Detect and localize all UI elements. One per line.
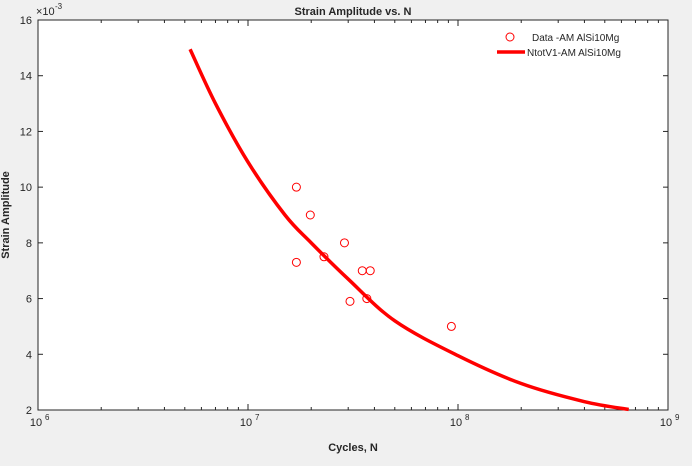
x-tick-label-base: 10 [450, 417, 462, 429]
data-point[interactable] [365, 266, 375, 276]
y-multiplier-base: ×10 [36, 6, 55, 18]
y-axis: 2 4 6 8 10 12 14 16 [20, 15, 668, 417]
x-axis-label: Cycles, N [328, 442, 378, 454]
x-tick-label-exponent: 9 [675, 413, 680, 422]
x-tick-label-base: 10 [30, 417, 42, 429]
series-layer [188, 48, 630, 412]
data-point[interactable] [339, 238, 349, 248]
data-point[interactable] [319, 252, 329, 262]
x-tick-label-base: 10 [660, 417, 672, 429]
y-tick-label: 6 [26, 294, 32, 306]
x-tick-label-exponent: 7 [255, 413, 260, 422]
data-point[interactable] [362, 294, 372, 304]
model-curve[interactable] [188, 48, 630, 412]
plot-area[interactable] [37, 19, 669, 411]
legend-label-model: NtotV1-AM AlSi10Mg [527, 48, 621, 59]
data-point[interactable] [291, 182, 301, 192]
y-tick-label: 2 [26, 405, 32, 417]
y-tick-label: 16 [20, 15, 32, 27]
x-tick-label-base: 10 [240, 417, 252, 429]
x-tick-label: 10 8 [450, 413, 470, 429]
data-point[interactable] [305, 210, 315, 220]
x-tick-label: 10 6 [30, 413, 50, 429]
y-multiplier: ×10 -3 [36, 2, 63, 18]
data-point[interactable] [446, 321, 456, 331]
y-tick-label: 10 [20, 182, 32, 194]
legend-box [489, 27, 661, 65]
x-tick-label-exponent: 8 [465, 413, 470, 422]
y-tick-label: 4 [26, 349, 32, 361]
legend-marker-data [505, 32, 515, 42]
x-axis: 10 6 10 7 10 8 10 9 [30, 20, 680, 429]
y-tick-label: 12 [20, 126, 32, 138]
legend[interactable]: Data -AM AlSi10Mg NtotV1-AM AlSi10Mg [489, 27, 661, 65]
chart-title: Strain Amplitude vs. N [295, 6, 412, 18]
y-axis-label: Strain Amplitude [0, 171, 12, 259]
y-multiplier-exponent: -3 [55, 2, 63, 11]
x-tick-label: 10 9 [660, 413, 680, 429]
data-point[interactable] [291, 257, 301, 267]
x-tick-label-exponent: 6 [45, 413, 50, 422]
data-point[interactable] [345, 296, 355, 306]
legend-label-data: Data -AM AlSi10Mg [532, 33, 619, 44]
y-tick-label: 8 [26, 238, 32, 250]
y-tick-label: 14 [20, 71, 32, 83]
x-tick-label: 10 7 [240, 413, 260, 429]
